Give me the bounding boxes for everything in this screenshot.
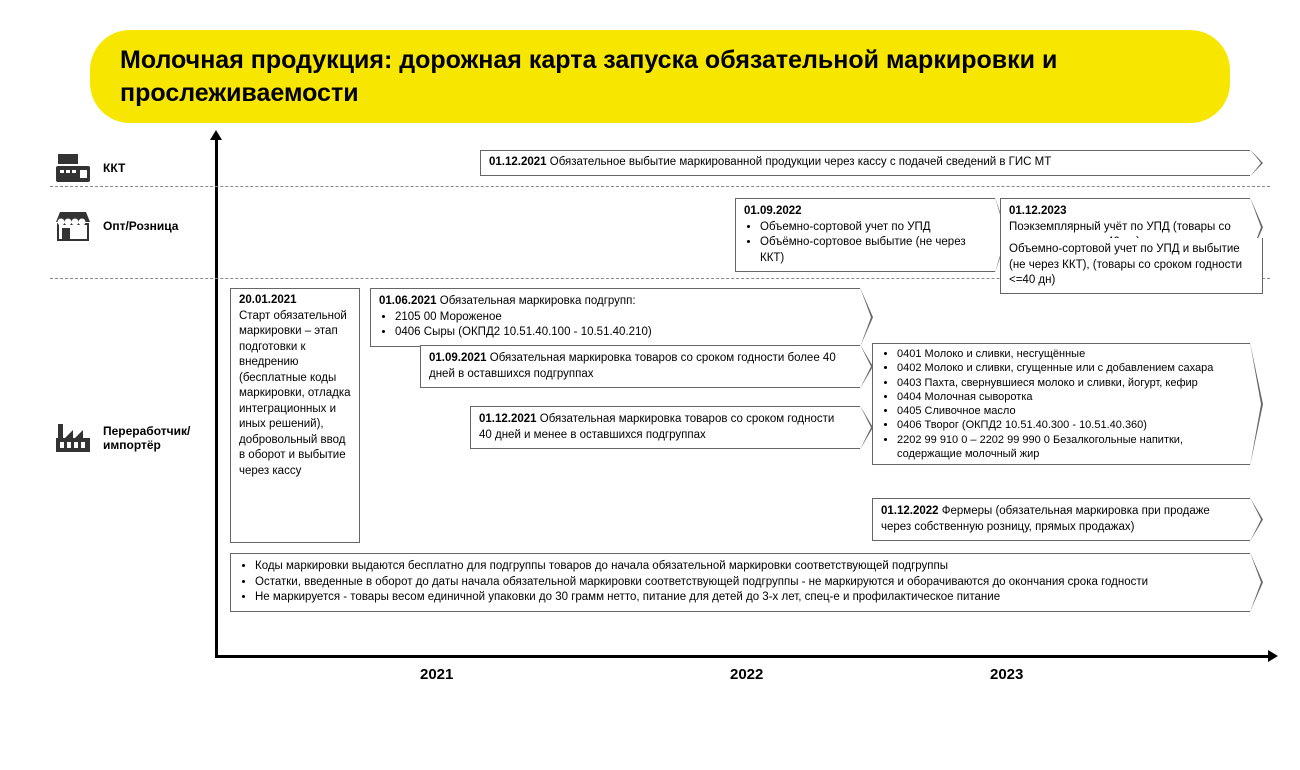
storefront-icon: [50, 206, 95, 246]
roadmap: ККТ Опт/Розница Переработчик/ импортёр 0…: [50, 138, 1275, 683]
row-label-text: Переработчик/ импортёр: [103, 424, 190, 452]
footer-notes-box: Коды маркировки выдаются бесплатно для п…: [230, 553, 1250, 612]
farmers-box: 01.12.2022 Фермеры (обязательная маркиро…: [872, 498, 1250, 541]
divider: [50, 186, 1270, 187]
year-label: 2021: [420, 666, 453, 683]
row-label-text: Опт/Розница: [103, 219, 178, 233]
year-label: 2023: [990, 666, 1023, 683]
row-label-kkt: ККТ: [50, 148, 210, 188]
proc-0901-box: 01.09.2021 Обязательная маркировка товар…: [420, 345, 860, 388]
row-label-retail: Опт/Розница: [50, 206, 210, 246]
proc-1201-box: 01.12.2021 Обязательная маркировка товар…: [470, 406, 860, 449]
row-label-text: ККТ: [103, 161, 125, 175]
y-axis: [215, 138, 218, 658]
subgroups-box: 0401 Молоко и сливки, несгущённые 0402 М…: [872, 343, 1250, 465]
retail-milestone-3: Объемно-сортовой учет по УПД и выбытие (…: [1000, 238, 1263, 294]
year-label: 2022: [730, 666, 763, 683]
row-label-processor: Переработчик/ импортёр: [50, 418, 210, 458]
cash-register-icon: [50, 148, 95, 188]
kkt-milestone: 01.12.2021 01.12.2021 Обязательное выбыт…: [480, 150, 1250, 176]
proc-start-box: 20.01.2021 Старт обязательной маркировки…: [230, 288, 360, 543]
retail-milestone-1: 01.09.2022 Объемно-сортовой учет по УПД …: [735, 198, 995, 272]
title-banner: Молочная продукция: дорожная карта запус…: [90, 30, 1230, 123]
factory-icon: [50, 418, 95, 458]
page-title: Молочная продукция: дорожная карта запус…: [120, 44, 1200, 109]
x-axis: [215, 655, 1270, 658]
proc-0601-box: 01.06.2021 Обязательная маркировка подгр…: [370, 288, 860, 347]
